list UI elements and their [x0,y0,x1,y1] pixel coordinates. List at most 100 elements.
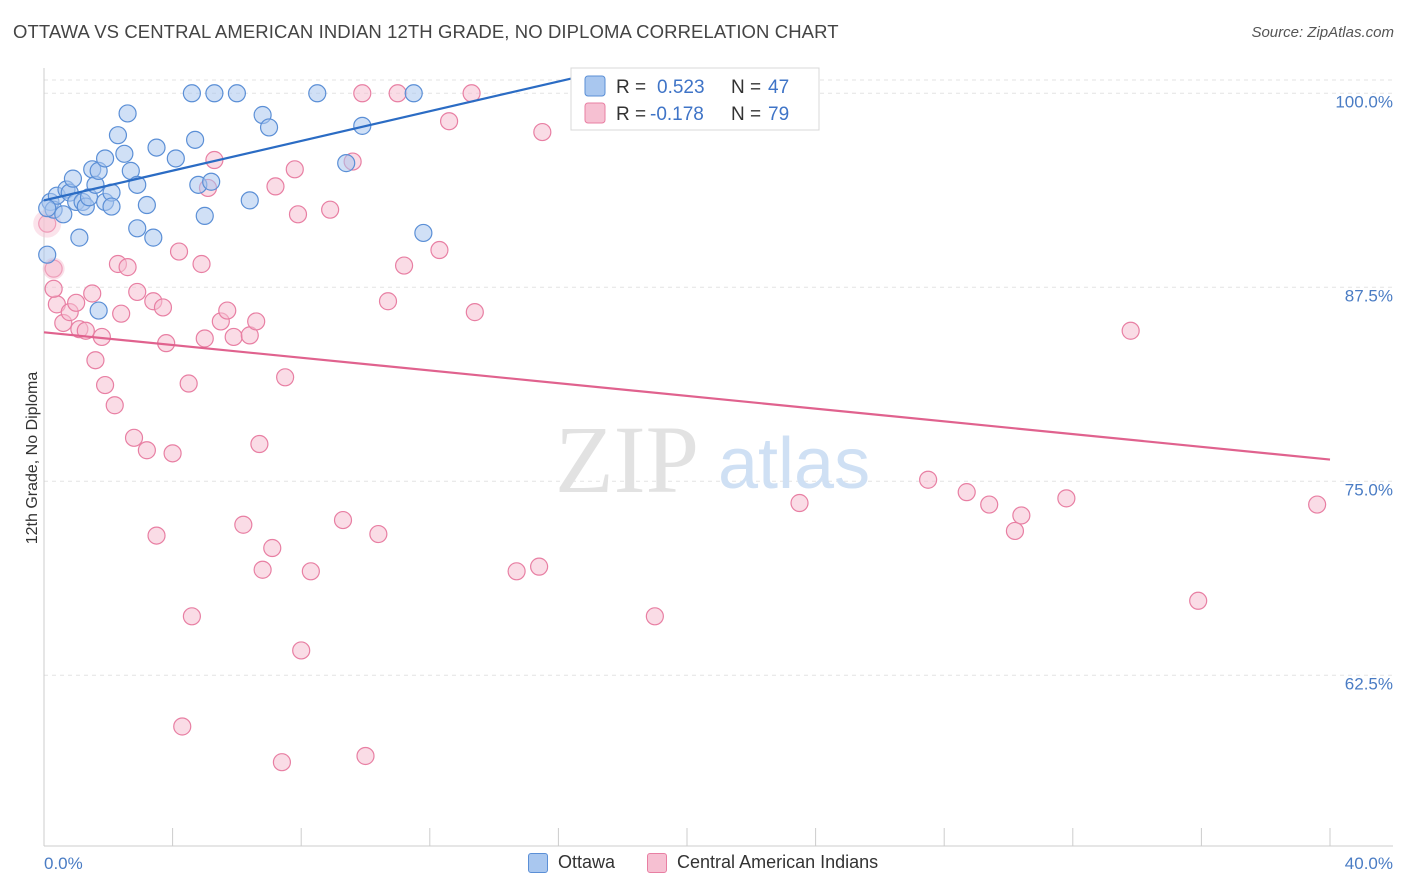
legend-r-label-2: R = [616,104,646,125]
point-central-american-indians [1121,321,1140,340]
point-central-american-indians [530,557,549,576]
point-ottawa [144,228,163,247]
watermark-atlas: atlas [718,424,870,504]
legend-item-central-american-indians: Central American Indians [647,852,878,873]
point-central-american-indians [645,607,664,626]
point-ottawa [89,301,108,320]
point-central-american-indians [112,304,131,323]
point-central-american-indians [292,641,311,660]
series-central-american-indians [33,84,1327,772]
point-central-american-indians [276,368,295,387]
point-central-american-indians [163,444,182,463]
point-central-american-indians [333,510,353,530]
watermark-zip: ZIP [555,406,699,513]
point-central-american-indians [83,284,102,303]
point-central-american-indians [124,428,144,447]
point-ottawa [414,223,433,243]
legend-box [570,67,820,131]
legend-n-value-2: 79 [768,104,789,125]
point-ottawa [195,206,214,225]
chart-title: OTTAWA VS CENTRAL AMERICAN INDIAN 12TH G… [13,21,839,42]
point-central-american-indians [173,717,192,736]
series-ottawa [38,84,433,320]
point-central-american-indians [179,374,198,393]
trend-line-central-american-indians [43,331,1331,461]
x-tick-label: 0.0% [44,854,83,873]
trend-line-ottawa [43,76,575,202]
legend-bottom: Ottawa Central American Indians [528,852,910,873]
legend-top: R = 0.523 N = 47 R = -0.178 N = 79 [570,67,820,131]
point-central-american-indians [394,256,414,275]
y-tick-label: 100.0% [1335,92,1393,111]
grid-lines [44,79,1393,676]
legend-label-central-american-indians: Central American Indians [677,852,879,872]
y-tick-label: 87.5% [1345,286,1393,305]
point-central-american-indians [388,84,407,103]
point-central-american-indians [182,607,201,626]
legend-r-value-1: 0.523 [657,77,705,98]
y-axis-label: 12th Grade, No Diploma [24,372,41,545]
legend-r-value-2: -0.178 [650,104,704,125]
point-ottawa [182,84,201,103]
point-ottawa [108,126,128,145]
point-ottawa [259,118,279,137]
point-central-american-indians [44,279,63,298]
legend-swatch-central-american-indians [584,102,606,124]
point-ottawa [240,191,259,210]
point-central-american-indians [234,515,253,534]
point-central-american-indians [137,441,156,460]
point-ottawa [115,144,134,163]
source-label: Source: ZipAtlas.com [1251,24,1394,41]
point-ottawa [38,245,57,264]
point-central-american-indians [439,112,459,131]
point-central-american-indians [247,312,266,331]
point-ottawa [54,205,73,224]
point-ottawa [63,169,83,188]
point-ottawa [166,149,185,168]
point-central-american-indians [67,293,86,312]
point-ottawa [38,199,57,218]
point-ottawa [128,219,147,238]
point-ottawa [337,154,356,173]
point-central-american-indians [356,746,375,766]
point-central-american-indians [790,493,809,513]
point-central-american-indians [95,375,115,395]
point-central-american-indians [957,483,976,502]
point-central-american-indians [533,122,552,142]
point-central-american-indians [263,538,282,558]
point-central-american-indians [507,562,526,581]
legend-swatch-ottawa-bottom [528,852,548,873]
point-central-american-indians [465,303,484,322]
point-central-american-indians [1057,489,1076,508]
point-central-american-indians [218,301,237,320]
point-central-american-indians [105,396,124,415]
point-central-american-indians [169,242,189,261]
point-ottawa [227,84,246,103]
point-central-american-indians [430,240,449,260]
legend-item-ottawa: Ottawa [528,852,615,873]
legend-label-ottawa: Ottawa [558,852,616,872]
point-central-american-indians [250,434,269,454]
point-ottawa [95,149,115,168]
legend-swatch-ottawa [584,75,606,97]
legend-n-value-1: 47 [768,77,789,98]
point-central-american-indians [321,200,340,219]
point-ottawa [118,104,137,123]
trend-lines [43,76,1331,461]
point-central-american-indians [272,753,292,772]
point-central-american-indians [353,84,372,103]
legend-n-label-2: N = [731,104,761,125]
point-ottawa [186,130,205,149]
point-central-american-indians [195,329,214,348]
point-ottawa [102,197,121,216]
x-tick-label: 40.0% [1345,854,1393,873]
point-central-american-indians [224,327,243,347]
point-central-american-indians [301,562,320,581]
point-ottawa [70,228,89,247]
legend-n-label-1: N = [731,77,761,98]
y-tick-labels: 62.5% 75.0% 87.5% 100.0% [1335,92,1393,693]
point-central-american-indians [288,205,308,224]
point-central-american-indians [86,351,105,370]
legend-r-label-1: R = [616,77,646,98]
